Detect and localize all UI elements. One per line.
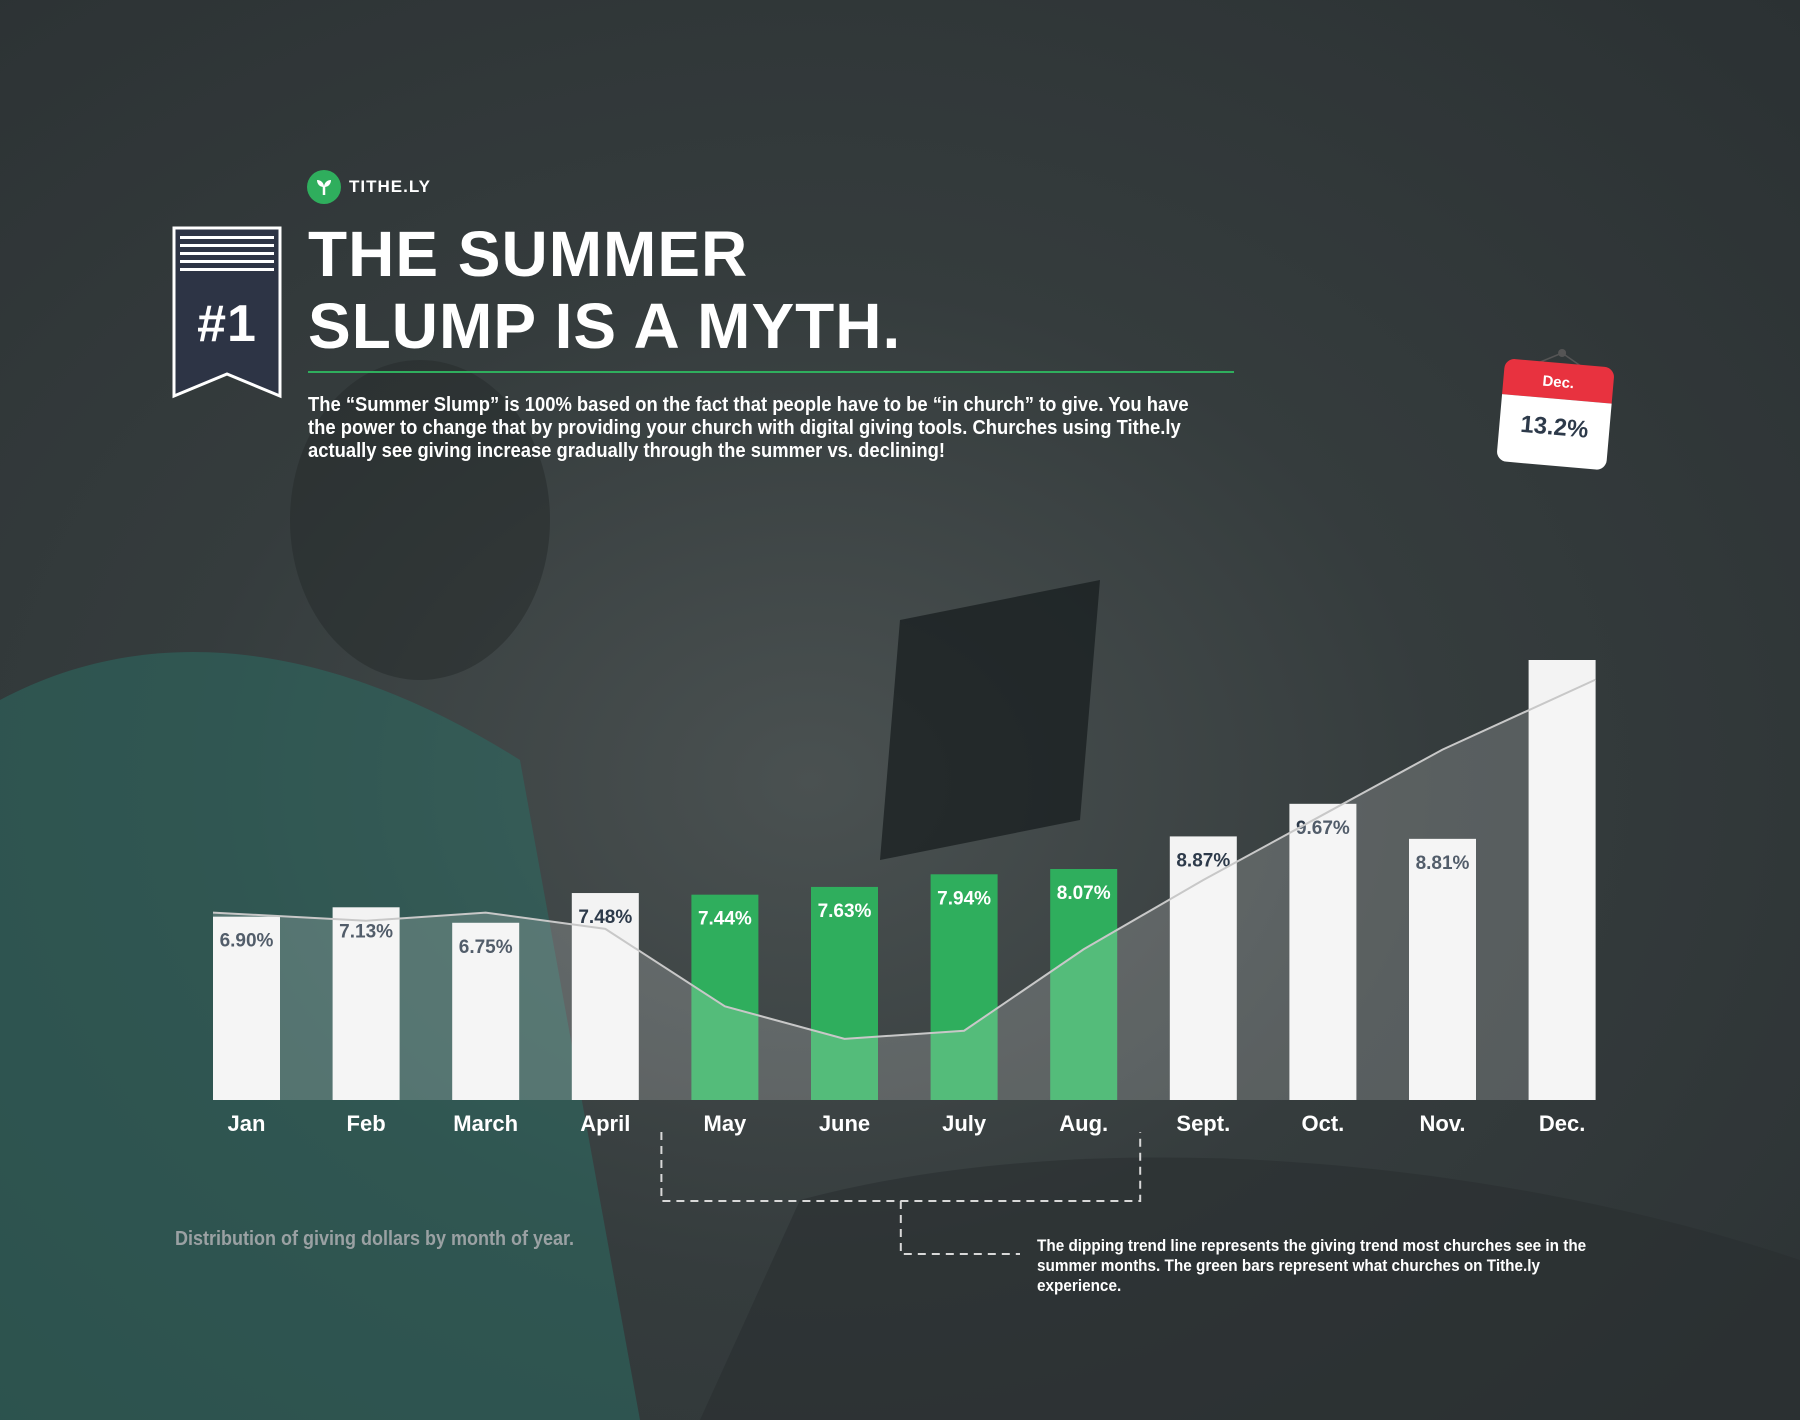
- callout-value: 13.2%: [1496, 394, 1612, 471]
- trend-area: [213, 679, 1596, 1100]
- tick-label-oct: Oct.: [1302, 1111, 1345, 1136]
- december-callout-tag: Dec. 13.2%: [1496, 358, 1615, 471]
- data-label-july: 7.94%: [937, 888, 991, 909]
- data-label-jan: 6.90%: [220, 931, 274, 952]
- note-connector: [899, 1201, 1020, 1255]
- tick-label-jan: Jan: [228, 1111, 266, 1136]
- tick-label-sept: Sept.: [1176, 1111, 1230, 1136]
- rank-ribbon-icon: [172, 226, 282, 399]
- tick-label-nov: Nov.: [1419, 1111, 1465, 1136]
- tick-label-june: June: [819, 1111, 870, 1136]
- bar-aug: [1050, 869, 1118, 1100]
- tick-label-aug: Aug.: [1059, 1111, 1108, 1136]
- title-line-2: SLUMP IS A MYTH.: [308, 290, 902, 362]
- tick-label-march: March: [453, 1111, 518, 1136]
- bar-march: [452, 922, 520, 1100]
- data-label-sept: 8.87%: [1176, 850, 1230, 871]
- trend-note: The dipping trend line represents the gi…: [1037, 1236, 1587, 1295]
- tick-label-april: April: [580, 1111, 630, 1136]
- bar-july: [930, 874, 998, 1100]
- brand-logo: TITHE.LY: [307, 170, 431, 204]
- page-title: THE SUMMER SLUMP IS A MYTH.: [308, 218, 901, 362]
- data-label-may: 7.44%: [698, 909, 752, 930]
- sprout-icon: [307, 170, 341, 204]
- summer-bracket: [660, 1132, 1142, 1202]
- title-divider: [308, 371, 1234, 373]
- brand-name: TITHE.LY: [349, 177, 431, 196]
- data-label-april: 7.48%: [578, 907, 632, 928]
- trend-line: [212, 678, 1597, 1040]
- tick-label-july: July: [942, 1111, 987, 1136]
- bar-june: [811, 886, 878, 1100]
- data-label-aug: 8.07%: [1057, 883, 1111, 904]
- rank-number: #1: [197, 295, 257, 353]
- tick-label-feb: Feb: [347, 1111, 386, 1136]
- chart-caption: Distribution of giving dollars by month …: [175, 1228, 575, 1250]
- data-label-june: 7.63%: [818, 901, 872, 922]
- bar-jan: [213, 916, 280, 1100]
- data-label-march: 6.75%: [459, 937, 513, 958]
- bar-nov: [1409, 838, 1476, 1100]
- bar-oct: [1289, 803, 1357, 1100]
- data-label-feb: 7.13%: [339, 921, 393, 942]
- bar-feb: [332, 907, 400, 1100]
- bar-may: [691, 894, 759, 1100]
- intro-paragraph: The “Summer Slump” is 100% based on the …: [308, 394, 1189, 462]
- bar-dec: [1528, 660, 1596, 1100]
- tick-label-may: May: [704, 1111, 748, 1136]
- title-line-1: THE SUMMER: [308, 218, 749, 290]
- bar-april: [571, 893, 639, 1100]
- callout-pin: [1558, 349, 1567, 357]
- data-label-nov: 8.81%: [1416, 853, 1470, 874]
- tick-label-dec: Dec.: [1539, 1111, 1585, 1136]
